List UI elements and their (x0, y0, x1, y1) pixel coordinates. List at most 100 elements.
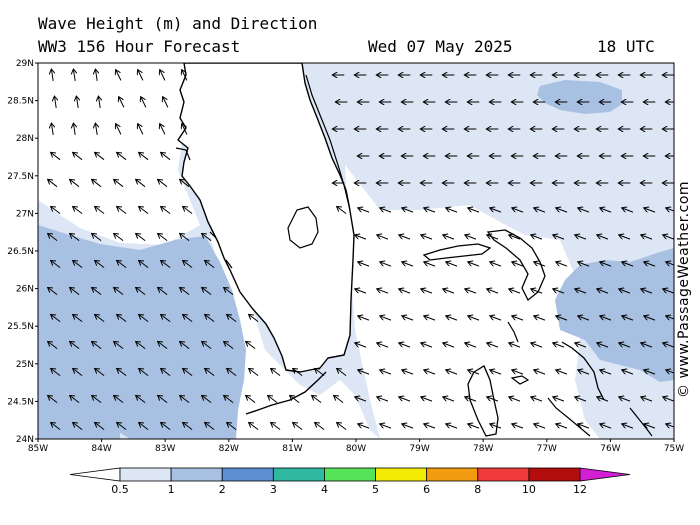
wave-arrow (553, 235, 565, 240)
wave-arrow (95, 368, 105, 376)
lon-label: 83W (155, 444, 175, 454)
wave-arrow (490, 370, 502, 375)
wave-arrow (114, 395, 124, 403)
longitude-labels: 85W 84W 83W 82W 81W 80W 79W 78W 77W 76W 75W (28, 439, 684, 454)
wave-arrow (158, 287, 168, 295)
wave-arrow (205, 368, 215, 376)
wave-arrow (116, 70, 122, 81)
wave-arrow (158, 395, 168, 403)
wave-arrow (641, 397, 653, 402)
lat-label: 24N (16, 435, 34, 445)
wave-arrow (487, 289, 499, 294)
wave-arrow (95, 422, 105, 430)
wave-arrow (139, 314, 149, 322)
wave-arrow (358, 370, 370, 375)
wave-arrow (377, 289, 389, 294)
wave-arrow (358, 262, 370, 267)
wave-arrow (641, 343, 653, 348)
legend-label: 4 (321, 483, 328, 496)
wave-arrow (402, 316, 414, 321)
wave-arrow (490, 424, 502, 429)
wave-arrow (271, 368, 281, 376)
wave-arrow (158, 179, 168, 188)
wave-arrow (512, 316, 524, 321)
wave-arrow (205, 314, 215, 322)
wave-arrow (424, 370, 436, 375)
wave-arrow (424, 208, 436, 213)
wave-arrow (468, 316, 480, 321)
wave-arrow (556, 316, 568, 321)
legend-swatch (426, 467, 479, 482)
wave-arrow (337, 368, 347, 376)
wave-arrow (531, 397, 543, 402)
legend-label: 8 (474, 483, 481, 496)
wave-arrow (48, 341, 58, 349)
wave-arrow (138, 70, 144, 81)
wave-arrow (76, 96, 78, 108)
wave-arrow (446, 316, 458, 321)
wave-arrow (205, 260, 215, 268)
wave-height-legend: 0.5 1 2 3 4 5 6 8 10 12 (69, 467, 631, 496)
wave-arrow (136, 233, 146, 241)
wave-arrow (161, 422, 171, 430)
sea-moderate-sw-corner (38, 370, 120, 439)
wave-arrow (92, 179, 102, 188)
forecast-label: WW3 156 Hour Forecast (38, 37, 241, 56)
lon-label: 78W (473, 444, 493, 454)
wave-arrow (51, 422, 61, 430)
wave-arrow (202, 233, 212, 241)
wave-arrow (136, 179, 146, 188)
wave-arrow (446, 370, 458, 375)
wave-arrow (141, 97, 147, 108)
wave-arrow (180, 287, 190, 295)
wave-arrow (553, 289, 565, 294)
lat-label: 28N (16, 134, 34, 144)
wave-arrow (575, 235, 587, 240)
wave-arrow (399, 343, 411, 348)
wave-arrow (534, 262, 546, 267)
wave-arrow (380, 370, 392, 375)
wave-arrow (355, 235, 367, 240)
wave-arrow (380, 424, 392, 429)
sea-moderate-ne-patch (537, 80, 622, 114)
legend-label: 6 (423, 483, 430, 496)
wave-arrow (182, 70, 188, 81)
wave-arrow (205, 422, 215, 430)
wave-arrow (202, 395, 212, 403)
wave-arrow (622, 316, 634, 321)
wave-arrow (399, 235, 411, 240)
wave-arrow (224, 395, 234, 403)
wave-arrow (490, 262, 502, 267)
sea-calm-keys (210, 235, 380, 439)
wave-arrow (465, 397, 477, 402)
wave-arrow (663, 235, 674, 240)
wave-arrow (224, 341, 234, 349)
wave-arrow (51, 123, 53, 135)
wave-arrow (136, 395, 146, 403)
lake-okeechobee (287, 206, 319, 249)
wave-arrow (73, 123, 75, 135)
lon-label: 81W (282, 444, 302, 454)
wave-arrow (180, 341, 190, 349)
wave-arrow (597, 235, 609, 240)
wave-arrow (644, 316, 656, 321)
wave-arrow (158, 233, 168, 241)
wave-arrow (534, 424, 546, 429)
wave-arrow (182, 124, 188, 135)
wave-arrow (619, 289, 631, 294)
wave-arrow (95, 152, 105, 161)
wave-arrow (446, 262, 458, 267)
wave-arrow (271, 422, 281, 430)
wave-arrow (73, 152, 83, 161)
forecast-time: 18 UTC (597, 37, 655, 56)
wave-arrow (443, 397, 455, 402)
wave-arrow (465, 343, 477, 348)
wave-arrow (116, 124, 122, 135)
legend-label: 3 (270, 483, 277, 496)
wave-arrow (666, 424, 674, 428)
wave-arrow (358, 316, 370, 321)
lat-label: 27.5N (7, 172, 34, 182)
wave-arrow (597, 343, 609, 348)
legend-label: 12 (573, 483, 587, 496)
wave-arrow (641, 289, 653, 294)
